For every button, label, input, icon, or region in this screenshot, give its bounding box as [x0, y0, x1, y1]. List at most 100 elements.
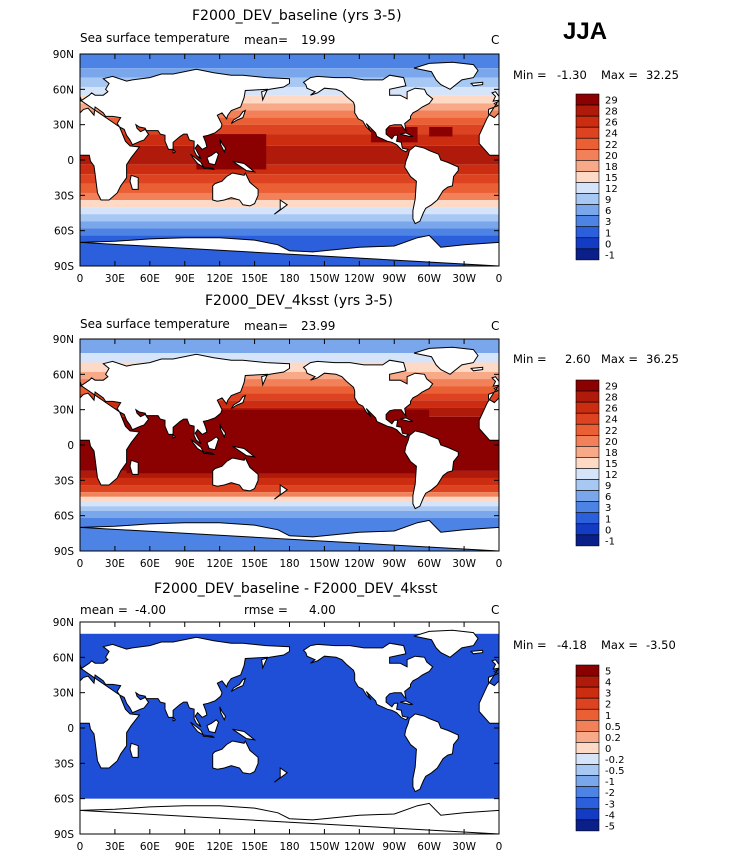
- lon-label: 150E: [241, 841, 268, 853]
- colorbar-swatch: [575, 126, 600, 139]
- colorbar-swatch: [575, 226, 600, 239]
- colorbar-swatch: [575, 708, 600, 721]
- panel3-land: [413, 629, 479, 658]
- colorbar-swatch: [575, 204, 600, 216]
- panel1-warm-pool: [429, 127, 453, 137]
- panel2-island: [652, 446, 674, 457]
- panel1-sst-band: [80, 164, 499, 175]
- lat-label: 60N: [53, 84, 74, 96]
- panel1-land: [413, 61, 479, 90]
- colorbar-swatch: [575, 390, 600, 403]
- panel2-island: [190, 438, 205, 454]
- lat-label: 90S: [54, 546, 74, 558]
- colorbar-swatch: [575, 149, 600, 161]
- panel3-land: [80, 636, 290, 769]
- panel2-island: [172, 433, 177, 439]
- colorbar-swatch: [575, 697, 600, 710]
- panel1-land: [404, 145, 459, 225]
- colorbar-swatch: [575, 490, 600, 502]
- panel1-warm-pool: [196, 134, 267, 170]
- panel1-land: [0, 75, 14, 152]
- panel2-island: [693, 485, 706, 499]
- panel1-mean-value: 19.99: [301, 33, 336, 47]
- panel3-island: [399, 700, 414, 705]
- panel1-island: [129, 174, 139, 190]
- colorbar-label: 0: [605, 744, 611, 755]
- colorbar-swatch: [575, 523, 600, 536]
- panel3-max-value: -3.50: [646, 638, 676, 652]
- colorbar-swatch: [575, 237, 600, 250]
- lat-label: 30N: [53, 120, 74, 132]
- colorbar-label: -2: [605, 788, 615, 799]
- lat-label: 0: [67, 155, 74, 167]
- panel1-island: [230, 109, 247, 124]
- panel2-sst-band: [80, 470, 499, 478]
- panel2-min-value: 2.60: [565, 352, 591, 366]
- panel3-rmse-label: rmse =: [244, 603, 288, 617]
- panel1-island: [622, 167, 632, 169]
- colorbar-swatch: [575, 753, 600, 765]
- colorbar-label: -1: [605, 777, 615, 788]
- panel2-sst-band: [80, 492, 499, 497]
- colorbar-swatch: [575, 115, 600, 128]
- panel1-sst-band: [80, 200, 499, 208]
- panel2-island: [129, 459, 139, 475]
- panel2-sst-band: [80, 477, 499, 486]
- panel3-max-label: Max =: [601, 638, 639, 652]
- panel1-land: [0, 62, 59, 89]
- colorbar-label: 6: [605, 492, 611, 503]
- lon-label: 90E: [175, 273, 195, 285]
- lon-label: 0: [496, 558, 503, 570]
- panel1-sst-band: [80, 124, 499, 135]
- panel2-island: [232, 445, 257, 458]
- colorbar-label: 29: [605, 96, 618, 107]
- lon-label: 30W: [452, 273, 476, 285]
- panel3-land: [723, 643, 733, 720]
- panel3-island: [652, 729, 674, 740]
- panel1-min-label: Min =: [513, 68, 547, 82]
- lon-label: 120E: [206, 841, 233, 853]
- panel3-land: [302, 642, 434, 721]
- lon-label: 120W: [344, 558, 375, 570]
- lon-label: 150E: [241, 558, 268, 570]
- panel2-island: [230, 394, 247, 409]
- panel1-land: [478, 99, 499, 156]
- panel1-island: [639, 139, 645, 152]
- panel3-island: [206, 719, 220, 734]
- panel1-sst-band: [80, 192, 499, 201]
- panel3-rmse-value: 4.00: [309, 603, 336, 617]
- lon-label: 180: [279, 558, 299, 570]
- panel1-left-label: Sea surface temperature: [80, 31, 230, 45]
- colorbar-swatch: [575, 434, 600, 447]
- panel1-island: [626, 152, 638, 165]
- colorbar-swatch: [575, 160, 600, 172]
- colorbar-label: 3: [605, 689, 611, 700]
- panel2-sst-band: [80, 371, 499, 380]
- panel1-island: [470, 81, 484, 87]
- panel1-sst-band: [80, 68, 499, 78]
- lat-label: 30N: [53, 405, 74, 417]
- lon-label: 30W: [452, 558, 476, 570]
- colorbar-swatch: [575, 248, 600, 261]
- panel1-island: [202, 166, 216, 171]
- panel3-island: [190, 721, 205, 737]
- colorbar-swatch: [575, 775, 600, 787]
- panel3-land: [0, 714, 39, 792]
- colorbar-swatch: [575, 412, 600, 425]
- colorbar-label: 3: [605, 503, 611, 514]
- colorbar-label: 18: [605, 448, 618, 459]
- colorbar-label: 1: [605, 514, 611, 525]
- panel2-island: [626, 437, 638, 450]
- colorbar-label: 22: [605, 140, 618, 151]
- lon-label: 0: [77, 841, 84, 853]
- colorbar-label: 0: [605, 239, 611, 250]
- panel2-land: [404, 430, 459, 510]
- lon-label: 150W: [309, 841, 340, 853]
- panel2-sst-band: [80, 510, 499, 519]
- panel2-land: [0, 431, 39, 509]
- panel3-land: [212, 739, 259, 775]
- panel2-land: [632, 458, 677, 491]
